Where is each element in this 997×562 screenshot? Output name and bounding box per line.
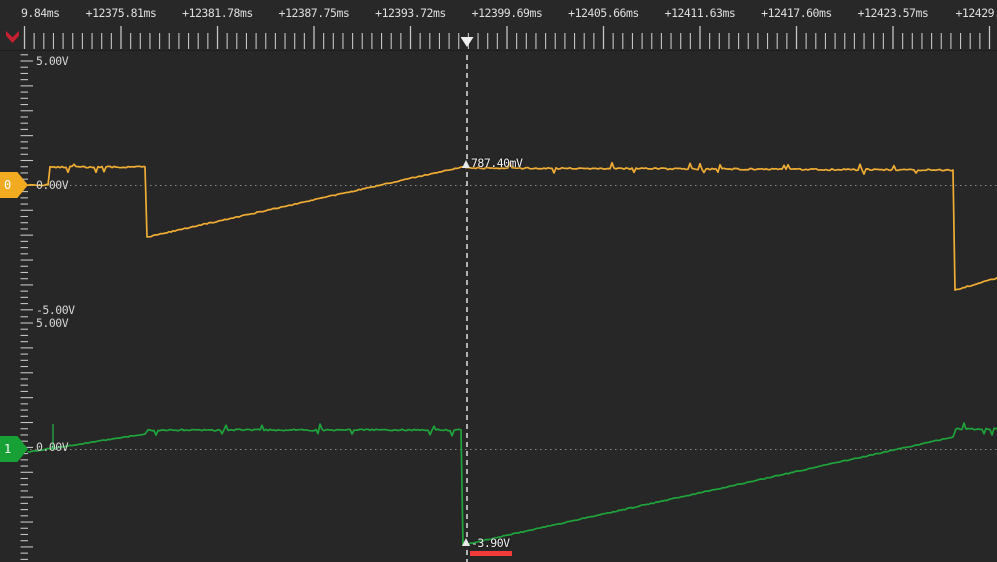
voltage-scale-label: 0.00V	[36, 178, 69, 192]
cursor-point-marker-ch0	[462, 160, 470, 168]
voltage-scale-label: 0.00V	[36, 440, 69, 454]
channel-0-badge-label: 0	[4, 178, 12, 192]
time-tick-label: 9.84ms	[21, 6, 60, 20]
time-tick-label: +12393.72ms	[375, 6, 446, 20]
cursor-value-ch1: -3.90V	[471, 536, 510, 550]
channel-0-trace	[27, 161, 997, 291]
time-tick-label: +12405.66ms	[568, 6, 639, 20]
time-tick-label: +12387.75ms	[278, 6, 350, 20]
time-tick-label: +12417.60ms	[761, 6, 832, 20]
cursor-point-marker-ch1	[462, 538, 470, 546]
time-tick-label: +12429.	[955, 6, 997, 20]
time-ruler[interactable]: 9.84ms +12375.81ms +12381.78ms +12387.75ms +…	[0, 0, 997, 51]
cursor-value-highlight	[470, 551, 512, 556]
channel-1-trace	[27, 422, 997, 547]
voltage-scale-label: 5.00V	[36, 54, 69, 68]
time-tick-label: +12381.78ms	[182, 6, 253, 20]
time-tick-label: +12423.57ms	[857, 6, 929, 20]
time-tick-label: +12375.81ms	[85, 6, 157, 20]
time-tick-label: +12411.63ms	[664, 6, 736, 20]
voltage-scale-label: 5.00V	[36, 316, 69, 330]
time-tick-label: +12399.69ms	[471, 6, 543, 20]
voltage-scale-label: -5.00V	[36, 303, 75, 317]
cursor-handle-icon[interactable]	[460, 37, 474, 47]
time-ruler-ticks	[23, 26, 991, 49]
channel-1-badge-label: 1	[4, 442, 12, 456]
cursor-value-ch0: 787.40mV	[471, 156, 523, 170]
